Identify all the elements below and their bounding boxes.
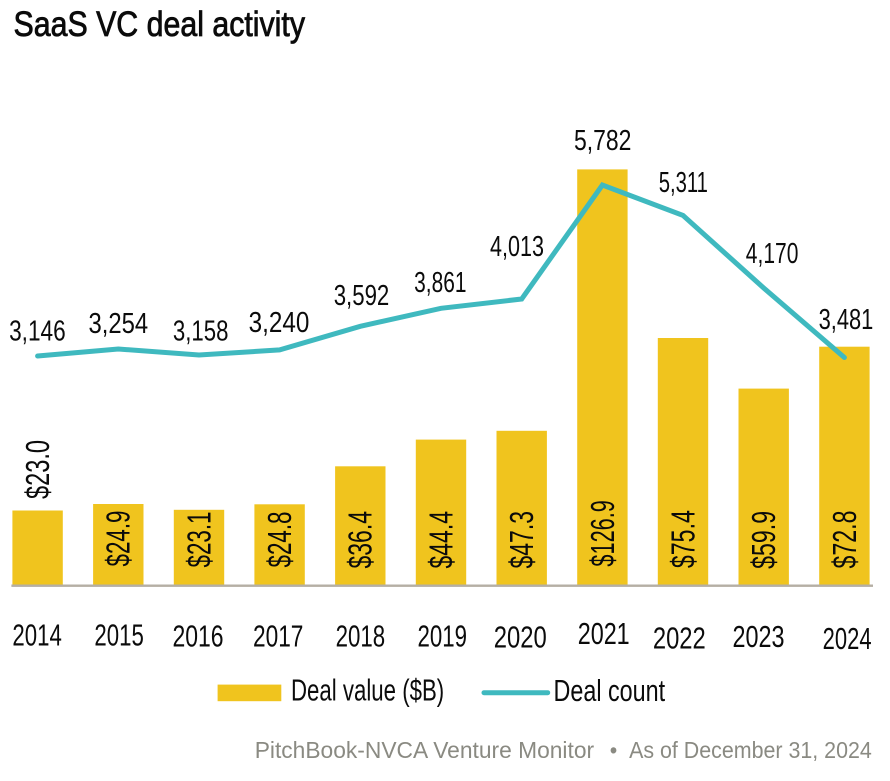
svg-text:4,170: 4,170 (746, 238, 799, 270)
svg-text:$24.9: $24.9 (100, 511, 137, 567)
svg-text:2024: 2024 (823, 621, 872, 656)
svg-text:SaaS VC deal activity: SaaS VC deal activity (14, 4, 306, 44)
svg-text:Deal value ($B): Deal value ($B) (291, 673, 444, 708)
svg-text:2017: 2017 (253, 619, 303, 654)
svg-text:3,861: 3,861 (414, 267, 466, 299)
svg-text:2014: 2014 (12, 618, 61, 653)
svg-text:2022: 2022 (653, 621, 706, 656)
svg-text:$75.4: $75.4 (664, 510, 701, 568)
svg-text:2018: 2018 (336, 619, 386, 654)
svg-text:2016: 2016 (172, 619, 223, 654)
svg-text:$23.0: $23.0 (19, 440, 56, 499)
svg-text:$126.9: $126.9 (584, 500, 621, 567)
svg-text:$36.4: $36.4 (342, 511, 379, 569)
svg-text:3,254: 3,254 (89, 308, 149, 340)
svg-text:3,592: 3,592 (334, 280, 390, 312)
svg-text:3,158: 3,158 (173, 316, 229, 348)
svg-text:2021: 2021 (578, 616, 630, 651)
svg-text:5,782: 5,782 (574, 125, 631, 157)
svg-text:2019: 2019 (417, 619, 467, 654)
svg-text:PitchBook-NVCA Venture Monitor: PitchBook-NVCA Venture Monitor (255, 737, 595, 763)
svg-text:$72.8: $72.8 (826, 511, 863, 569)
svg-text:4,013: 4,013 (490, 231, 544, 263)
svg-text:5,311: 5,311 (659, 167, 708, 199)
svg-text:Deal count: Deal count (554, 673, 666, 708)
svg-text:2023: 2023 (733, 619, 785, 654)
svg-text:$23.1: $23.1 (180, 512, 217, 568)
svg-text:3,481: 3,481 (819, 304, 874, 336)
svg-text:$24.8: $24.8 (261, 512, 298, 568)
svg-text:• As of December 31, 2024: • As of December 31, 2024 (610, 737, 872, 763)
svg-text:2020: 2020 (494, 620, 547, 655)
svg-text:2015: 2015 (94, 618, 143, 653)
svg-text:$44.4: $44.4 (422, 511, 459, 569)
svg-text:$47.3: $47.3 (503, 511, 540, 569)
svg-text:$59.9: $59.9 (745, 511, 782, 569)
svg-text:3,240: 3,240 (249, 307, 310, 339)
svg-text:3,146: 3,146 (9, 316, 66, 348)
